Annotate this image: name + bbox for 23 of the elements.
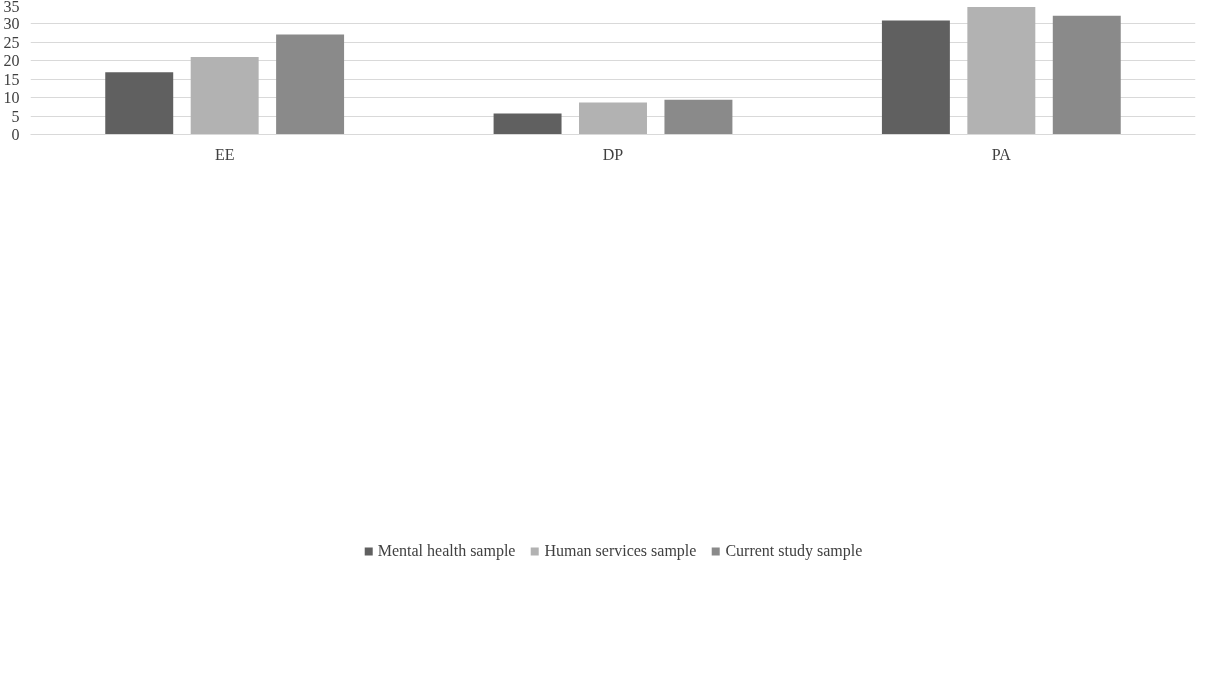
x-tick-label: DP — [602, 145, 624, 163]
y-tick-label: 10 — [3, 89, 20, 107]
bar — [190, 57, 259, 135]
y-tick-label: 15 — [3, 70, 20, 88]
bar — [105, 72, 174, 135]
x-tick-label: EE — [214, 145, 235, 163]
bar — [276, 34, 345, 135]
x-tick-label: PA — [991, 145, 1012, 163]
legend-label: Current study sample — [725, 541, 863, 560]
y-tick-label: 25 — [3, 33, 20, 51]
y-tick-label: 0 — [11, 126, 20, 143]
bar — [967, 6, 1036, 135]
bar — [664, 99, 733, 135]
y-tick-label: 20 — [3, 52, 20, 70]
bar — [579, 102, 647, 135]
bar — [1052, 15, 1121, 135]
y-tick-label: 35 — [3, 0, 20, 15]
bar — [881, 20, 950, 135]
y-tick-label: 30 — [3, 15, 20, 33]
legend-label: Human services sample — [544, 541, 697, 560]
bar — [493, 113, 562, 135]
legend-label: Mental health sample — [377, 541, 516, 560]
y-tick-label: 5 — [11, 107, 20, 125]
